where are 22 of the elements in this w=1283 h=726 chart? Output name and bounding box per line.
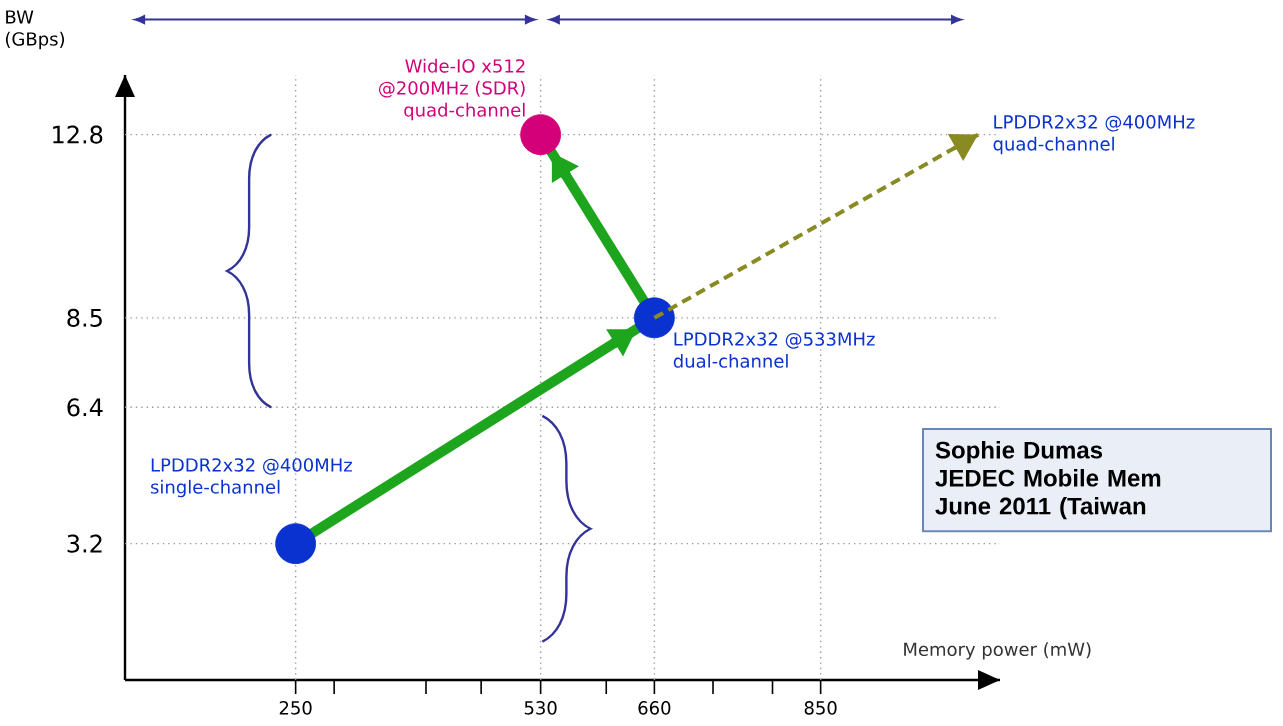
annotation: quad-channel bbox=[404, 102, 525, 121]
x-tick-label: 850 bbox=[804, 701, 837, 715]
annotation: LPDDR2x32 @533MHz bbox=[674, 332, 875, 349]
annotation: JEDEC Mobile Mem bbox=[935, 469, 1161, 487]
annotation: quad-channel bbox=[993, 136, 1114, 155]
x-tick-label: 250 bbox=[279, 701, 312, 715]
y-tick-label: 8.5 bbox=[67, 308, 102, 327]
annotation: LPDDR2x32 @400MHz bbox=[994, 115, 1195, 132]
y-axis-title: BW (GBps) bbox=[5, 10, 65, 50]
annotation: @200MHz (SDR) bbox=[379, 80, 525, 98]
annotation: LPDDR2x32 @400MHz bbox=[151, 458, 352, 475]
y-tick-label: 6.4 bbox=[67, 398, 103, 417]
annotation: Sophie Dumas bbox=[935, 441, 1103, 464]
text: Wide-IO x512 bbox=[405, 58, 525, 73]
annotation: dual-channel bbox=[673, 353, 788, 368]
annotation: June 2011 (Taiwan bbox=[935, 497, 1146, 520]
annotation: single-channel bbox=[151, 479, 280, 498]
y-tick-label: 12.8 bbox=[53, 125, 103, 144]
x-tick-label: 660 bbox=[638, 701, 671, 715]
x-axis-title: Memory power (mW) bbox=[904, 642, 1091, 660]
x-tick-label: 530 bbox=[524, 701, 557, 715]
y-tick-label: 3.2 bbox=[67, 534, 102, 553]
